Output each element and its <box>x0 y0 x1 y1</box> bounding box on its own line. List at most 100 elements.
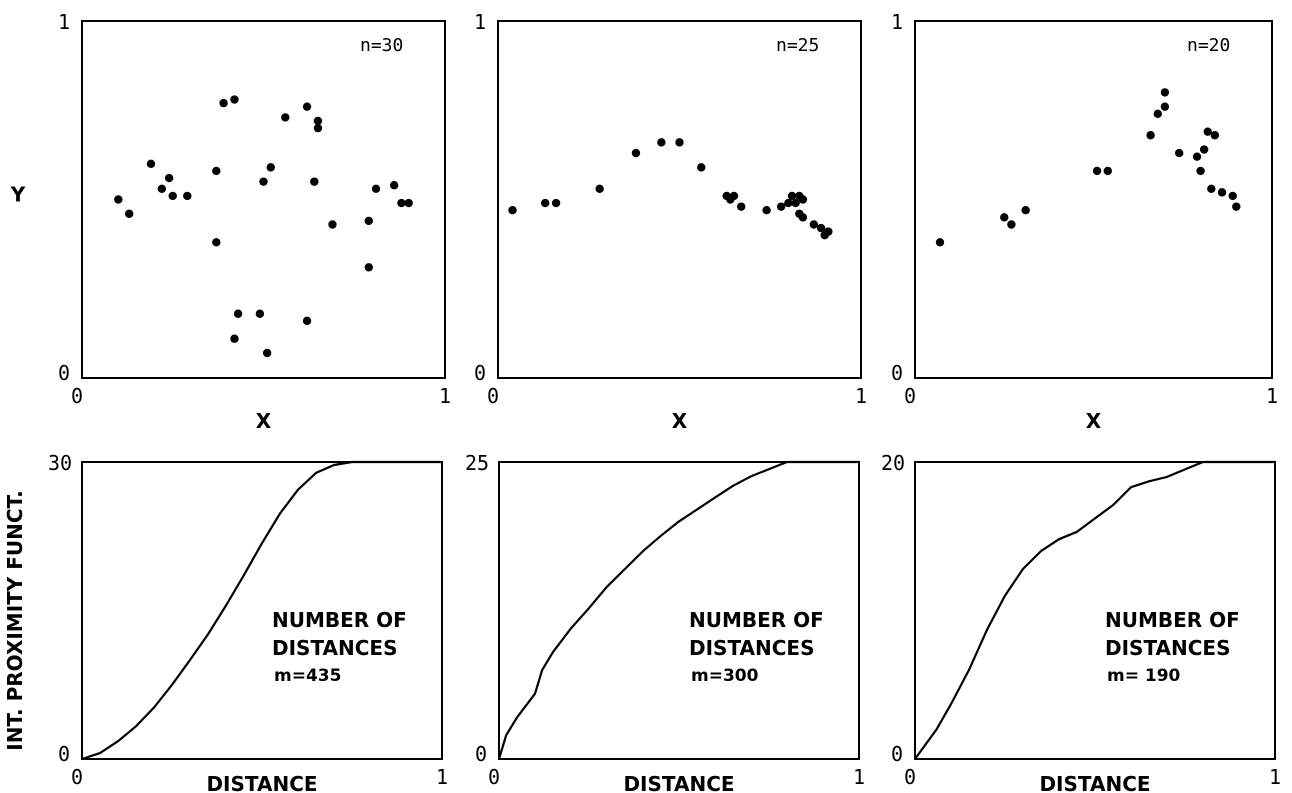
data-point-2 <box>124 209 134 218</box>
data-point-12 <box>233 309 243 318</box>
data-point-17 <box>266 163 275 172</box>
data-point-18 <box>281 113 290 122</box>
data-point-11 <box>1174 148 1184 158</box>
data-point-9 <box>1160 102 1170 111</box>
data-point-12 <box>1192 152 1202 161</box>
data-point-26 <box>364 263 373 272</box>
x-tick-label: 0 <box>904 384 916 408</box>
sample-size-label: n=20 <box>1187 35 1230 56</box>
sample-size-label: n=30 <box>360 35 403 56</box>
plot-frame-5 <box>498 461 860 760</box>
x-tick-label: 1 <box>439 384 451 408</box>
data-point-10 <box>230 95 239 104</box>
data-point-22 <box>809 220 819 229</box>
data-point-1 <box>935 238 945 247</box>
y-axis-label: Y <box>10 183 26 207</box>
data-point-15 <box>262 348 272 358</box>
data-point-28 <box>389 181 399 190</box>
data-point-13 <box>1196 166 1205 176</box>
sample-size-label: n=25 <box>776 35 819 56</box>
distance-count-label: m=435 <box>274 666 341 686</box>
data-point-20 <box>1232 202 1241 211</box>
data-point-19 <box>302 102 312 111</box>
data-point-18 <box>1217 188 1227 197</box>
x-axis-label: X <box>672 409 688 433</box>
data-point-10 <box>1160 88 1170 97</box>
x-axis-label: DISTANCE <box>1039 772 1150 793</box>
x-tick-label: 0 <box>71 765 83 789</box>
x-tick-label: 0 <box>488 765 500 789</box>
x-tick-label: 0 <box>904 765 916 789</box>
data-point-5 <box>631 148 641 158</box>
data-point-24 <box>302 316 312 326</box>
data-point-17 <box>791 198 800 208</box>
data-point-30 <box>404 198 413 208</box>
proximity-curve <box>497 460 859 760</box>
data-point-1 <box>508 206 517 215</box>
x-tick-label: 1 <box>436 765 448 789</box>
y-tick-label: 1 <box>474 10 486 34</box>
data-point-15 <box>1203 127 1212 136</box>
plot-frame-6 <box>914 461 1276 760</box>
data-point-25 <box>364 216 373 226</box>
data-point-15 <box>784 198 793 208</box>
data-point-4 <box>595 184 604 193</box>
x-tick-label: 1 <box>1266 384 1278 408</box>
annotation-line-2: DISTANCES <box>689 636 815 660</box>
plot-frame-2 <box>497 20 862 379</box>
data-point-25 <box>824 227 833 236</box>
x-tick-label: 0 <box>487 384 499 408</box>
annotation-line-2: DISTANCES <box>1105 636 1231 660</box>
data-point-2 <box>1000 213 1009 222</box>
y-tick-label: 0 <box>58 742 70 766</box>
data-point-14 <box>255 309 265 318</box>
data-point-14 <box>1199 145 1209 154</box>
annotation-line-2: DISTANCES <box>272 636 398 660</box>
data-point-3 <box>146 159 156 168</box>
proximity-curve <box>81 460 442 761</box>
data-point-16 <box>1210 131 1220 140</box>
data-point-17 <box>1207 184 1216 193</box>
plot-frame-3 <box>914 20 1273 379</box>
data-point-19 <box>798 195 808 204</box>
y-tick-label: 0 <box>891 361 903 385</box>
data-point-16 <box>787 191 797 201</box>
annotation-line-1: NUMBER OF <box>689 608 824 632</box>
distance-count-label: m=300 <box>691 666 759 686</box>
y-axis-label: INT. PROXIMITY FUNCT. <box>3 490 27 751</box>
data-point-11 <box>729 191 739 201</box>
data-point-13 <box>230 334 239 343</box>
data-point-5 <box>1092 166 1102 176</box>
data-point-3 <box>551 198 561 208</box>
data-point-23 <box>816 223 826 233</box>
annotation-line-1: NUMBER OF <box>272 608 407 632</box>
data-point-8 <box>212 166 221 176</box>
y-tick-label: 1 <box>58 10 70 34</box>
y-tick-label: 25 <box>465 451 489 475</box>
x-tick-label: 1 <box>855 384 867 408</box>
x-tick-label: 1 <box>1269 765 1281 789</box>
y-tick-label: 0 <box>891 742 903 766</box>
data-point-3 <box>1007 220 1016 229</box>
data-point-27 <box>371 184 381 193</box>
data-point-21 <box>313 123 323 133</box>
distance-count-label: m= 190 <box>1107 666 1181 686</box>
data-point-16 <box>259 177 268 186</box>
data-point-6 <box>1103 166 1112 176</box>
data-point-1 <box>114 195 123 204</box>
x-axis-label: X <box>1086 409 1102 433</box>
data-point-8 <box>697 163 706 172</box>
data-point-14 <box>776 202 786 211</box>
data-point-9 <box>219 98 228 108</box>
plot-frame-4 <box>81 461 443 760</box>
data-point-6 <box>168 191 177 201</box>
y-tick-label: 0 <box>58 361 70 385</box>
x-axis-label: X <box>256 409 272 433</box>
data-point-6 <box>657 138 666 147</box>
data-point-22 <box>313 116 323 126</box>
data-point-4 <box>1021 206 1030 215</box>
data-point-5 <box>164 173 174 183</box>
data-point-8 <box>1153 109 1162 119</box>
y-tick-label: 0 <box>474 361 486 385</box>
